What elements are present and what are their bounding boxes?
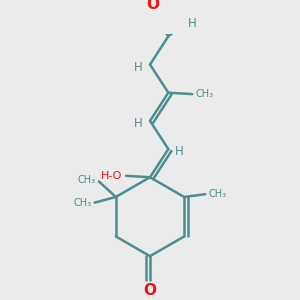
Text: H: H [188,17,196,30]
Text: H: H [134,117,143,130]
Text: CH₃: CH₃ [73,198,91,208]
Text: CH₃: CH₃ [77,175,95,185]
Text: CH₃: CH₃ [209,189,227,199]
Text: O: O [146,0,159,12]
Text: H: H [134,61,143,74]
Text: H-O: H-O [101,171,123,181]
Text: CH₃: CH₃ [196,89,214,99]
Text: O: O [143,283,157,298]
Text: H: H [176,146,184,158]
